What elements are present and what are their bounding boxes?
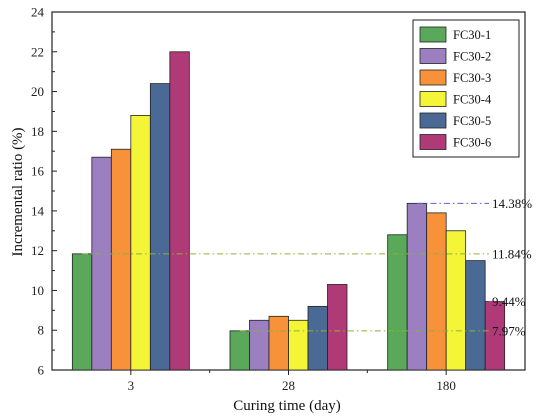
bar-fc30-3 xyxy=(426,212,447,371)
bar-fc30-3 xyxy=(110,148,132,371)
y-axis-title: Incremental ratio (%) xyxy=(10,127,26,256)
bar-fc30-1 xyxy=(71,253,93,371)
bar-fc30-6 xyxy=(169,51,190,371)
legend-label: FC30-6 xyxy=(453,136,491,150)
y-tick-label: 18 xyxy=(31,124,44,139)
y-tick-label: 8 xyxy=(38,323,45,338)
y-tick-label: 14 xyxy=(31,203,45,218)
x-axis-title: Curing time (day) xyxy=(233,398,340,414)
legend-swatch-fc30-4 xyxy=(419,91,447,107)
legend-swatch-fc30-6 xyxy=(419,134,447,150)
legend-label: FC30-3 xyxy=(453,71,491,85)
y-tick-label: 12 xyxy=(31,243,44,258)
annotation-label: 11.84% xyxy=(492,246,532,261)
y-tick-label: 20 xyxy=(31,84,44,99)
annotation-label: 7.97% xyxy=(492,323,526,338)
bar-fc30-4 xyxy=(130,115,151,371)
legend-label: FC30-5 xyxy=(453,114,491,128)
x-tick-label: 28 xyxy=(282,378,295,393)
legend-label: FC30-1 xyxy=(453,28,491,42)
y-tick-label: 24 xyxy=(31,5,45,20)
bar-fc30-1 xyxy=(229,330,250,371)
bar-fc30-4 xyxy=(445,230,467,371)
y-tick-label: 16 xyxy=(31,164,45,179)
bar-fc30-4 xyxy=(288,319,309,371)
legend-label: FC30-4 xyxy=(453,93,492,107)
bar-fc30-2 xyxy=(249,319,270,371)
legend-label: FC30-2 xyxy=(453,50,491,64)
y-tick-label: 22 xyxy=(31,44,44,59)
bar-fc30-1 xyxy=(387,234,408,371)
y-tick-label: 6 xyxy=(38,363,45,378)
bar-fc30-5 xyxy=(149,83,171,371)
y-tick-label: 10 xyxy=(31,283,44,298)
annotation-label: 9.44% xyxy=(492,294,526,309)
annotation-label: 14.38% xyxy=(492,196,532,211)
x-tick-label: 180 xyxy=(436,378,456,393)
x-tick-label: 3 xyxy=(128,378,135,393)
bar-fc30-5 xyxy=(307,305,328,371)
legend-swatch-fc30-5 xyxy=(419,112,447,129)
bar-fc30-5 xyxy=(465,260,486,371)
legend-swatch-fc30-2 xyxy=(419,48,447,64)
bar-fc30-2 xyxy=(406,202,428,371)
legend-swatch-fc30-1 xyxy=(419,26,447,43)
bar-fc30-2 xyxy=(91,156,112,371)
bar-fc30-6 xyxy=(327,284,348,371)
bar-fc30-3 xyxy=(268,315,289,371)
legend-swatch-fc30-3 xyxy=(419,69,447,86)
